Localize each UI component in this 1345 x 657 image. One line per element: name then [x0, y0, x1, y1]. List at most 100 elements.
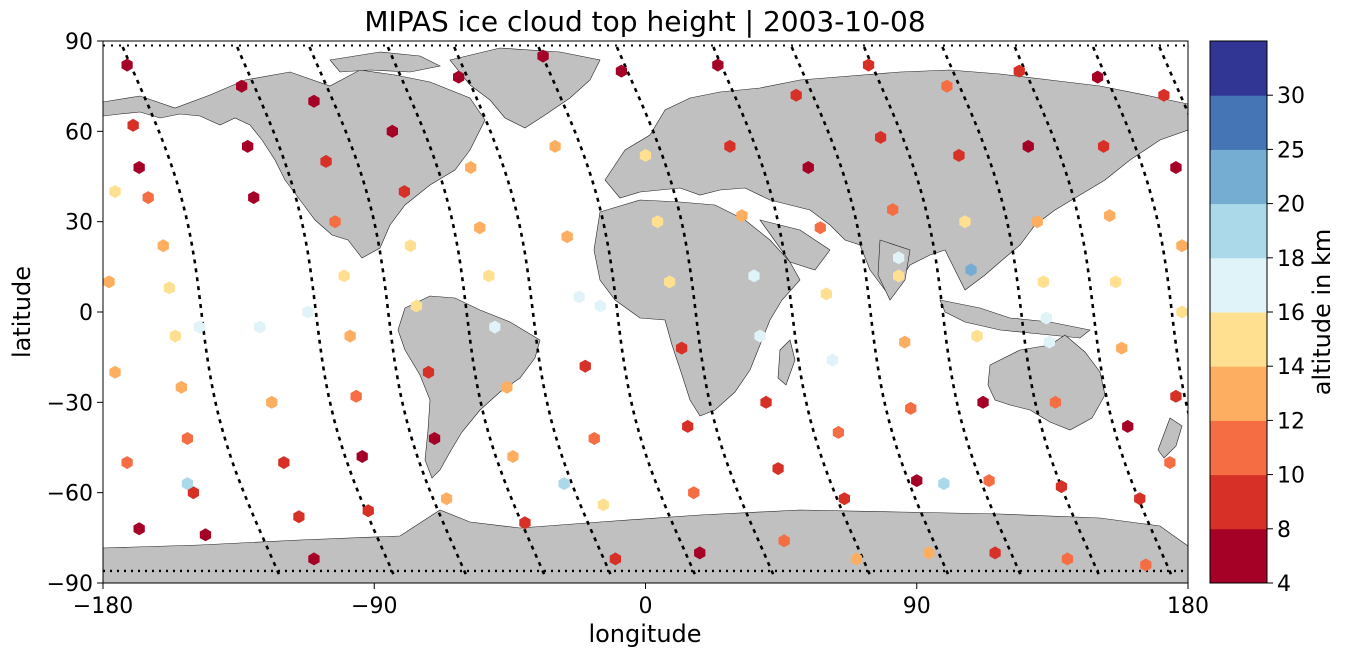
land-layer: [103, 47, 1188, 583]
cloud-point: [338, 269, 350, 283]
cloud-point: [971, 329, 983, 343]
cloud-point: [893, 269, 905, 283]
cloud-point: [676, 341, 688, 355]
cloud-point: [175, 380, 187, 394]
cloud-point: [1104, 209, 1116, 223]
cloud-point: [754, 329, 766, 343]
x-axis-label: longitude: [588, 620, 701, 648]
y-tick-label: −60: [47, 482, 93, 507]
cloud-point: [103, 275, 115, 289]
cloud-point: [832, 425, 844, 439]
cloud-point: [736, 209, 748, 223]
cloud-point: [121, 456, 133, 470]
cloud-point: [1158, 88, 1170, 102]
cloud-point: [941, 79, 953, 93]
orbit-track: [537, 46, 698, 578]
chart-title: MIPAS ice cloud top height | 2003-10-08: [364, 5, 925, 38]
land-australia: [987, 334, 1106, 431]
cloud-point: [278, 456, 290, 470]
cloud-point: [308, 94, 320, 108]
y-tick-label: 60: [65, 120, 93, 145]
cloud-point: [127, 118, 139, 132]
colorbar-segment: [1210, 95, 1267, 150]
orbit-track: [308, 46, 469, 578]
cloud-point: [814, 221, 826, 235]
cloud-point: [362, 504, 374, 518]
cloud-point: [329, 215, 341, 229]
land-north-america: [103, 69, 486, 259]
cloud-point: [410, 299, 423, 313]
cloud-point: [1049, 395, 1061, 409]
cloud-point: [1110, 275, 1122, 289]
cloud-point: [1140, 558, 1152, 572]
cloud-point: [609, 552, 621, 566]
cloud-point: [850, 552, 863, 566]
cloud-point: [1176, 305, 1188, 319]
cloud-point: [109, 185, 121, 199]
cloud-point: [1092, 70, 1104, 84]
colorbar-label: altitude in km: [1308, 229, 1336, 396]
cloud-point: [1031, 215, 1043, 229]
colorbar-tick-label: 12: [1277, 409, 1305, 434]
cloud-point: [398, 185, 410, 199]
land-indonesia: [939, 299, 1091, 339]
colorbar-tick-label: 14: [1277, 355, 1305, 380]
colorbar-tick-label: 18: [1277, 247, 1305, 272]
land-antarctica: [103, 509, 1188, 583]
cloud-point: [959, 215, 971, 229]
cloud-point: [549, 139, 561, 153]
orbit-track: [453, 46, 613, 578]
cloud-point: [254, 320, 266, 334]
cloud-point: [1022, 139, 1034, 153]
cloud-point: [682, 419, 694, 433]
colorbar-segment: [1210, 203, 1267, 259]
cloud-point: [356, 450, 368, 463]
cloud-point: [597, 498, 609, 512]
x-tick-label: −90: [351, 594, 397, 619]
cloud-point: [1116, 341, 1128, 355]
cloud-point: [905, 401, 917, 415]
cloud-point: [507, 450, 519, 463]
cloud-point: [519, 516, 531, 530]
y-tick-label: −30: [47, 391, 93, 416]
cloud-point: [483, 269, 495, 283]
colorbar-tick-label: 8: [1277, 518, 1291, 543]
cloud-point: [579, 359, 591, 373]
orbit-track: [790, 46, 951, 578]
cloud-point: [474, 221, 486, 235]
land-arctic-islands: [329, 51, 441, 73]
colorbar-segment: [1210, 149, 1267, 205]
cloud-point: [772, 462, 784, 476]
cloud-point: [404, 239, 416, 253]
cloud-point: [1170, 389, 1182, 403]
x-ticks: −180 −90 0 90 180: [73, 583, 1209, 619]
cloud-point: [573, 290, 585, 304]
orbit-track: [712, 46, 872, 578]
cloud-point: [428, 432, 441, 445]
cloud-point: [302, 305, 314, 319]
colorbar-segment: [1210, 41, 1267, 96]
cloud-point: [639, 148, 652, 162]
orbit-track: [862, 46, 1023, 578]
orbit-track: [615, 46, 776, 578]
colorbar-segment: [1210, 420, 1267, 476]
cloud-point: [133, 522, 145, 536]
land-south-america: [397, 295, 541, 479]
colorbar-tick-label: 20: [1277, 193, 1305, 218]
colorbar-segment: [1210, 257, 1267, 313]
cloud-point: [350, 389, 362, 403]
cloud-point: [109, 365, 121, 379]
cloud-point: [537, 49, 549, 63]
y-ticks: −90 −60 −30 0 30 60 90: [47, 30, 103, 597]
cloud-point: [199, 528, 212, 542]
colorbar-segment: [1210, 474, 1267, 530]
cloud-point: [838, 492, 850, 506]
cloud-point: [1122, 419, 1134, 433]
cloud-point: [1176, 239, 1188, 253]
x-tick-label: 90: [903, 594, 931, 619]
cloud-point: [1013, 64, 1025, 78]
cloud-point: [862, 58, 875, 72]
cloud-point: [558, 477, 570, 491]
x-tick-label: −180: [73, 594, 133, 619]
